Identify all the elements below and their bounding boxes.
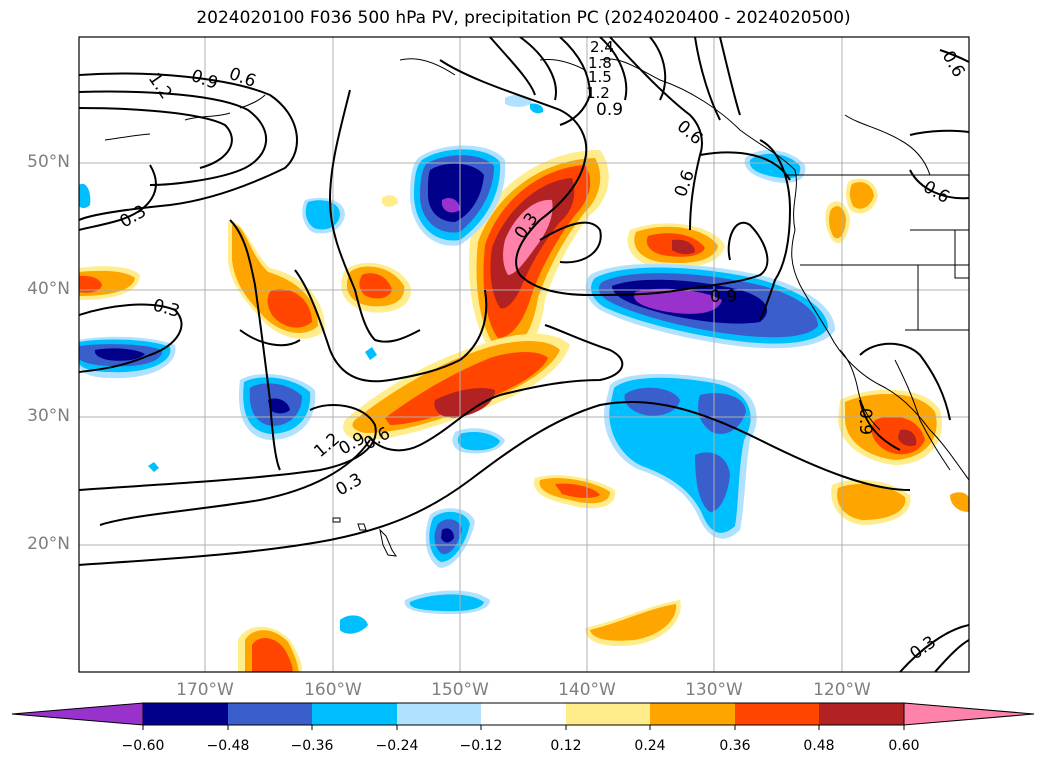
lon-label: 170°W (176, 680, 234, 700)
contour-label: 0.9 (855, 408, 875, 435)
lat-label: 20°N (27, 534, 70, 554)
colorbar-tick-label: 0.60 (888, 738, 920, 754)
map-title: 2024020100 F036 500 hPa PV, precipitatio… (196, 8, 851, 28)
colorbar-segment (143, 703, 228, 725)
lat-label: 50°N (27, 152, 70, 172)
colorbar-segment (650, 703, 735, 725)
colorbar-segment (312, 703, 397, 725)
colorbar-tick-label: −0.24 (375, 738, 419, 754)
lon-label: 160°W (304, 680, 362, 700)
graticule (79, 37, 969, 672)
contour-label: 0.9 (710, 287, 737, 307)
colorbar-tick-label: 0.12 (550, 738, 582, 754)
contour-label: 1.2 (586, 84, 610, 102)
colorbar-tick-label: −0.36 (290, 738, 334, 754)
lon-label: 120°W (813, 680, 871, 700)
colorbar-segment (397, 703, 481, 725)
contour-label: 1.5 (588, 68, 612, 86)
lon-label: 140°W (558, 680, 616, 700)
lon-label: 130°W (685, 680, 743, 700)
colorbar-extension-low (11, 702, 144, 726)
colorbar-tick-label: 0.48 (803, 738, 835, 754)
colorbar-tick-label: 0.36 (719, 738, 751, 754)
precipitation-shading (79, 94, 969, 672)
contour-label: 2.4 (590, 38, 614, 56)
colorbar-segment (819, 703, 904, 725)
colorbar-extension-high (903, 702, 1035, 726)
colorbar-tick-label: 0.24 (634, 738, 666, 754)
lat-label: 40°N (27, 279, 70, 299)
contour-label: 0.9 (596, 100, 623, 120)
colorbar (11, 702, 1035, 730)
lat-label: 30°N (27, 406, 70, 426)
colorbar-segment (735, 703, 819, 725)
colorbar-segment (481, 703, 566, 725)
map-frame (78, 36, 970, 673)
pv-contours (79, 37, 969, 672)
colorbar-segment (566, 703, 650, 725)
colorbar-tick-label: −0.48 (206, 738, 250, 754)
contour-label: 1.8 (588, 54, 612, 72)
colorbar-tick-label: −0.12 (459, 738, 503, 754)
coastlines (104, 58, 969, 557)
colorbar-tick-label: −0.60 (121, 738, 165, 754)
lon-label: 150°W (431, 680, 489, 700)
colorbar-segment (228, 703, 312, 725)
